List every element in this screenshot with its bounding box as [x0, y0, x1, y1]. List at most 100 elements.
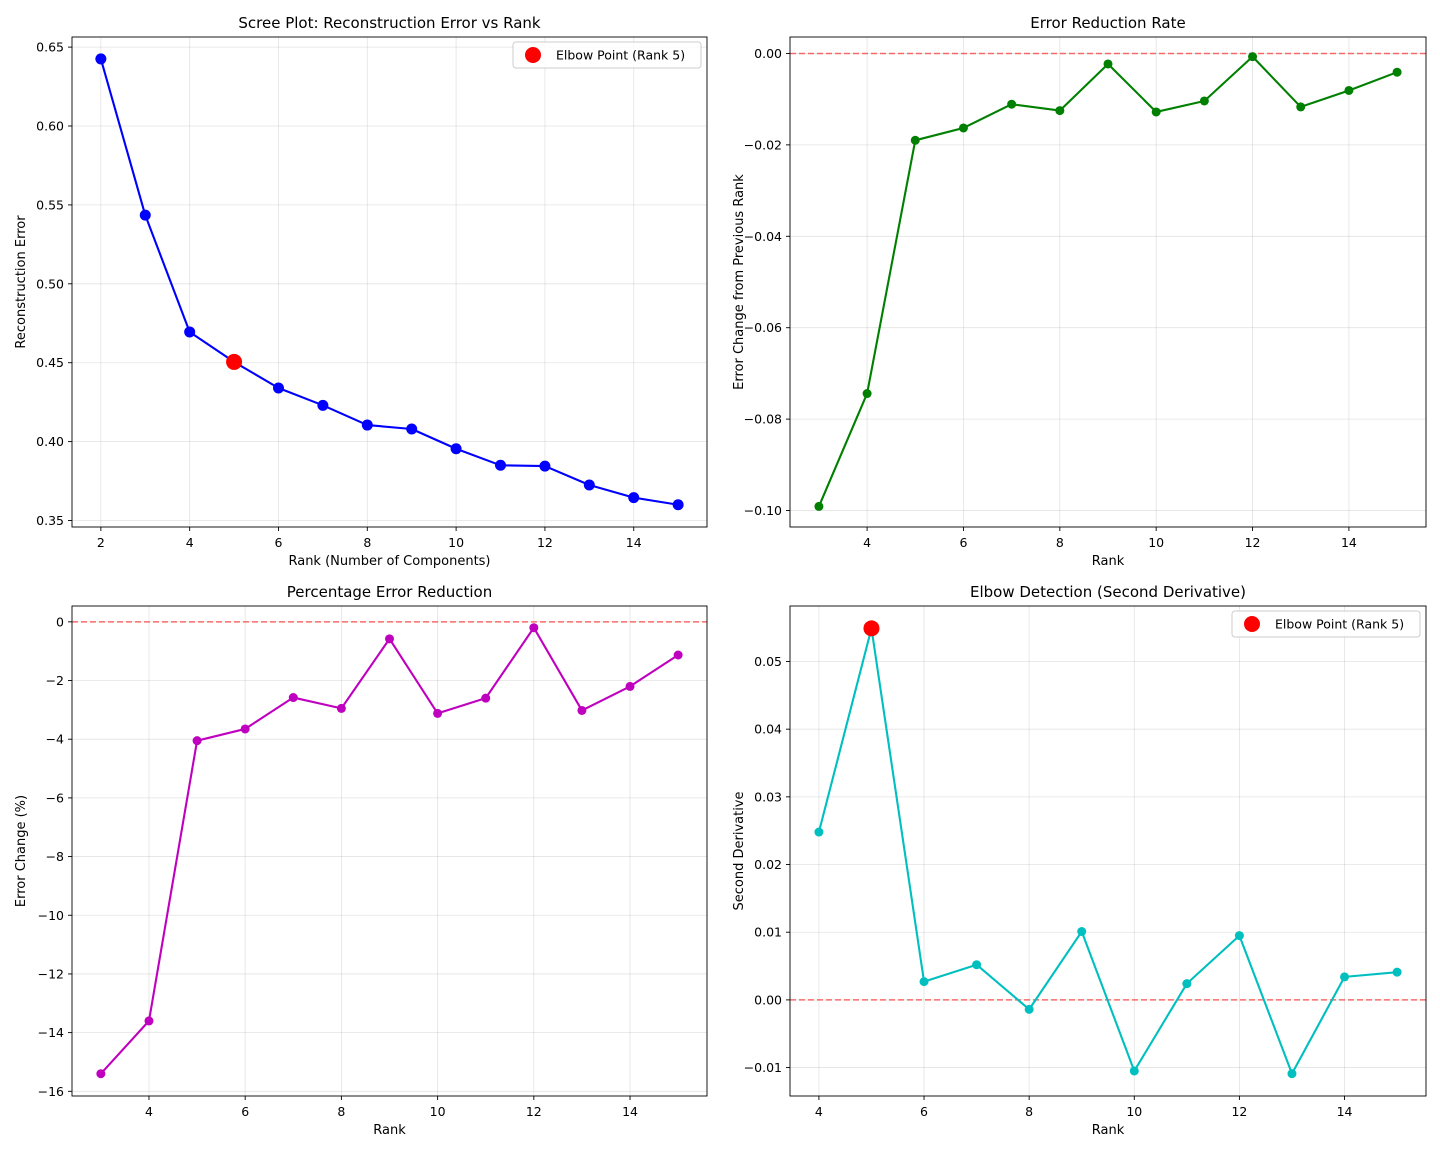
scree-plot-y-tick-label: 0.40	[36, 434, 64, 449]
error-reduction-rate-data-point	[862, 389, 872, 399]
error-reduction-rate-x-tick-label: 12	[1245, 535, 1261, 550]
error-reduction-rate-x-tick-label: 10	[1148, 535, 1164, 550]
percentage-error-reduction-title: Percentage Error Reduction	[287, 583, 492, 601]
scree-plot-data-point	[139, 209, 151, 221]
percentage-error-reduction-y-tick-label: −6	[46, 790, 64, 805]
elbow-detection-legend-label: Elbow Point (Rank 5)	[1275, 617, 1404, 632]
scree-plot-x-tick-label: 10	[448, 535, 464, 550]
elbow-detection-data-point	[972, 960, 982, 970]
percentage-error-reduction-y-tick-label: 0	[56, 614, 64, 629]
elbow-detection-y-tick-label: −0.01	[744, 1060, 782, 1075]
error-reduction-rate-x-tick-label: 4	[863, 535, 871, 550]
scree-plot-x-tick-label: 14	[626, 535, 642, 550]
error-reduction-rate-data-point	[1392, 67, 1402, 77]
elbow-detection-x-tick-label: 8	[1025, 1104, 1033, 1119]
scree-plot-data-point	[495, 459, 507, 471]
percentage-error-reduction-data-point	[433, 708, 443, 718]
scree-plot-data-point	[95, 53, 107, 65]
error-reduction-rate-x-axis-label: Rank	[1092, 554, 1125, 569]
error-reduction-rate-data-point	[1199, 96, 1209, 106]
elbow-detection-y-tick-label: 0.02	[754, 857, 782, 872]
error-reduction-rate-y-tick-label: −0.04	[744, 229, 782, 244]
error-reduction-rate-data-point	[1055, 106, 1065, 116]
percentage-error-reduction-y-tick-label: −10	[38, 908, 64, 923]
elbow-detection-x-axis-label: Rank	[1092, 1123, 1125, 1138]
percentage-error-reduction-y-tick-label: −2	[46, 673, 64, 688]
scree-plot-y-tick-label: 0.35	[36, 513, 64, 528]
elbow-detection-data-point	[1129, 1066, 1139, 1076]
scree-plot-panel: 2 4 6 8 10 12 14 0.35 0.40 0.45 0.50 0.55 0.60 0.65 Sc…	[14, 14, 708, 569]
scree-plot-data-point	[583, 479, 595, 491]
percentage-error-reduction-x-tick-label: 10	[430, 1104, 446, 1119]
percentage-error-reduction-data-point	[385, 634, 394, 644]
error-reduction-rate-y-tick-label: −0.02	[744, 137, 782, 152]
elbow-detection-axes-frame	[789, 605, 1427, 1097]
percentage-error-reduction-y-tick-label: −16	[38, 1084, 64, 1099]
scree-plot-series-line	[99, 58, 679, 506]
error-reduction-rate-y-tick-label: 0.00	[754, 46, 782, 61]
elbow-detection-data-point	[1234, 931, 1244, 941]
error-reduction-rate-y-tick-label: −0.08	[744, 412, 782, 427]
scree-plot-data-point	[272, 382, 284, 394]
percentage-error-reduction-data-point	[577, 705, 587, 715]
percentage-error-reduction-y-tick-label: −12	[38, 966, 64, 981]
scree-plot-x-tick-label: 6	[275, 535, 283, 550]
error-reduction-rate-data-point	[1248, 52, 1258, 62]
error-reduction-rate-x-tick-label: 14	[1341, 535, 1357, 550]
scree-plot-axes-frame	[71, 36, 708, 528]
elbow-detection-data-point	[1182, 979, 1192, 989]
elbow-detection-y-tick-label: 0.05	[754, 654, 782, 669]
percentage-error-reduction-data-point	[673, 650, 683, 660]
elbow-detection-data-point	[1340, 972, 1350, 982]
scree-plot-y-axis-label: Reconstruction Error	[14, 215, 29, 349]
scree-plot-x-tick-label: 12	[537, 535, 553, 550]
percentage-error-reduction-x-tick-label: 6	[241, 1104, 249, 1119]
percentage-error-reduction-data-point	[336, 703, 346, 713]
scree-plot-legend-marker	[525, 47, 541, 63]
scree-plot-legend: Elbow Point (Rank 5)	[512, 41, 702, 69]
scree-plot-y-tick-label: 0.60	[36, 119, 64, 134]
scree-plot-x-tick-label: 2	[97, 535, 105, 550]
percentage-error-reduction-data-point	[481, 693, 491, 703]
scree-plot-data-point	[184, 326, 196, 338]
percentage-error-reduction-data-point	[192, 736, 202, 746]
elbow-detection-legend: Elbow Point (Rank 5)	[1231, 610, 1421, 638]
percentage-error-reduction-axes-frame	[71, 605, 708, 1097]
error-reduction-rate-data-point	[814, 501, 824, 511]
scree-plot-data-point	[317, 399, 329, 411]
elbow-detection-title: Elbow Detection (Second Derivative)	[970, 583, 1246, 601]
scree-plot-legend-box	[512, 41, 702, 69]
elbow-detection-elbow-point-marker	[863, 620, 880, 637]
percentage-error-reduction-data-point	[96, 1069, 106, 1079]
elbow-detection-panel: 4 6 8 10 12 14 −0.01 0.00 0.01 0.02 0.03 0.04 0.05 El…	[732, 583, 1427, 1138]
error-reduction-rate-data-point	[1344, 85, 1354, 95]
error-reduction-rate-title: Error Reduction Rate	[1030, 14, 1185, 32]
error-reduction-rate-axes-frame	[789, 36, 1427, 528]
error-reduction-rate-y-tick-label: −0.10	[744, 503, 782, 518]
scree-plot-x-tick-label: 4	[186, 535, 194, 550]
elbow-detection-data-point	[1392, 967, 1402, 977]
elbow-detection-data-point	[1287, 1069, 1297, 1079]
percentage-error-reduction-data-point	[144, 1016, 154, 1026]
percentage-error-reduction-data-point	[288, 693, 298, 703]
percentage-error-reduction-x-axis-label: Rank	[373, 1123, 406, 1138]
elbow-detection-x-tick-label: 12	[1231, 1104, 1247, 1119]
elbow-detection-x-tick-label: 14	[1337, 1104, 1353, 1119]
percentage-error-reduction-y-tick-label: −4	[46, 732, 64, 747]
elbow-detection-x-tick-label: 4	[815, 1104, 823, 1119]
scree-plot-y-tick-label: 0.45	[36, 355, 64, 370]
scree-plot-y-tick-label: 0.65	[36, 40, 64, 55]
scree-plot-data-point	[628, 492, 640, 504]
scree-plot-data-point	[539, 460, 551, 472]
scree-plot-y-tick-label: 0.55	[36, 197, 64, 212]
elbow-detection-data-point	[814, 827, 824, 837]
elbow-detection-legend-box	[1231, 610, 1421, 638]
scree-plot-y-tick-label: 0.50	[36, 276, 64, 291]
error-reduction-rate-x-tick-label: 8	[1056, 535, 1064, 550]
percentage-error-reduction-x-tick-label: 14	[622, 1104, 638, 1119]
percentage-error-reduction-x-tick-label: 8	[337, 1104, 345, 1119]
percentage-error-reduction-data-point	[625, 681, 635, 691]
scree-plot-x-tick-label: 8	[363, 535, 371, 550]
